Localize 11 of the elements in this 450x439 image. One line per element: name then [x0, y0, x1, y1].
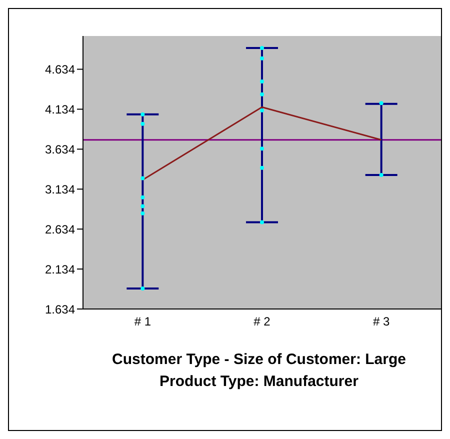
y-tick-label: 3.134 — [44, 182, 76, 196]
y-tick-label: 1.634 — [44, 302, 76, 316]
y-tick-label: 4.134 — [44, 102, 76, 116]
y-tick-label: 2.134 — [44, 262, 76, 276]
x-axis-title: Customer Type - Size of Customer: Large Product Type: Manufacturer — [111, 350, 407, 392]
x-tick-label: # 2 — [254, 314, 271, 329]
y-tick-label: 2.634 — [44, 222, 76, 236]
y-tick-label: 4.634 — [44, 62, 76, 77]
y-tick-label: 3.634 — [44, 142, 76, 156]
x-tick-label: # 1 — [134, 314, 152, 329]
x-tick-label: # 3 — [372, 314, 390, 329]
